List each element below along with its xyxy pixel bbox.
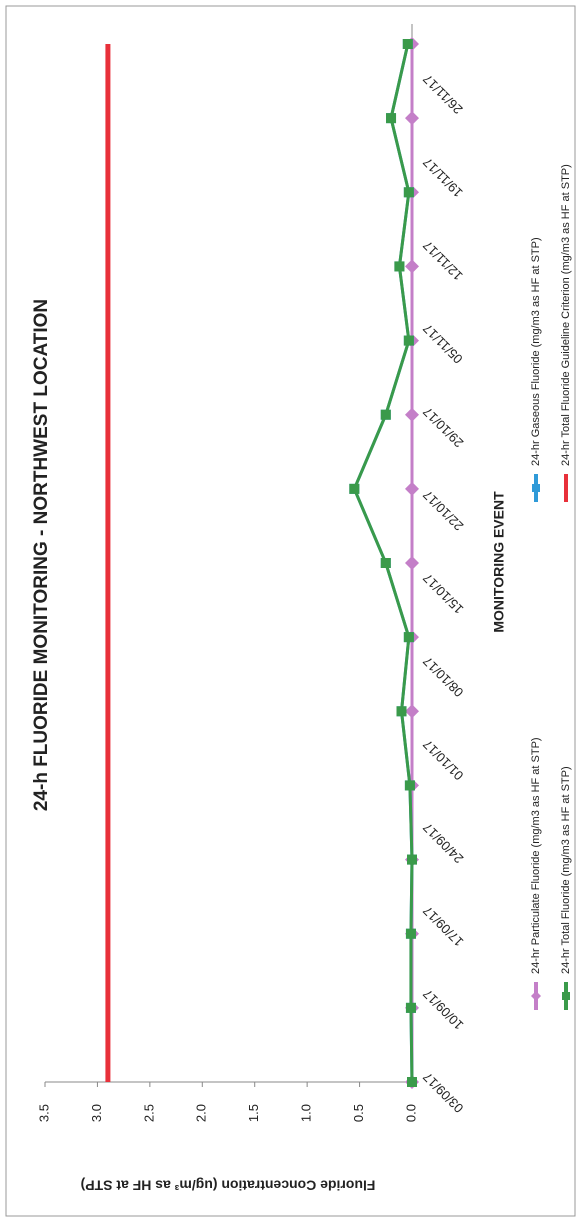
x-tick-label: 12/11/17 [420,238,466,284]
point [403,335,414,346]
point [405,407,419,422]
y-tick-label: 3.5 [36,1104,51,1122]
x-tick-label: 26/11/17 [420,71,466,117]
y-tick-label: 2.5 [141,1104,156,1122]
legend-label: 24-hr Gaseous Fluoride (mg/m3 as HF at S… [530,237,542,466]
legend-marker [531,991,541,1001]
legend-label: 24-hr Total Fluoride Guideline Criterion… [560,164,572,466]
chart-body: 24-h FLUORIDE MONITORING - NORTHWEST LOC… [5,5,576,1217]
point [405,259,419,274]
point [349,483,360,494]
x-tick-label: 05/11/17 [420,321,466,367]
x-tick-label: 03/09/17 [420,1069,466,1115]
point [386,113,397,124]
point [402,39,413,49]
y-tick-label: 2.0 [194,1104,209,1122]
point [407,854,417,865]
point [405,704,419,719]
point [407,1077,417,1087]
legend-marker [562,992,570,1000]
point [403,187,414,198]
x-tick-label: 17/09/17 [420,903,466,949]
point [405,928,416,939]
x-tick-label: 08/10/17 [420,654,466,700]
point [380,409,391,420]
x-tick-label: 22/10/17 [420,487,466,533]
x-tick-label: 15/10/17 [420,570,466,616]
point [403,632,414,643]
x-tick-label: 19/11/17 [420,155,466,201]
point [394,261,405,272]
legend-label: 24-hr Particulate Fluoride (mg/m3 as HF … [530,737,542,974]
y-tick-label: 0.0 [403,1104,418,1122]
x-tick-label: 10/09/17 [420,986,466,1032]
point [405,111,419,126]
point [404,780,415,791]
frame [5,5,576,1217]
point [405,556,419,570]
point [405,1002,416,1013]
y-axis-title: Fluoride Concentration (ug/m³ as HF at S… [81,1177,376,1193]
x-tick-label: 01/10/17 [420,737,466,783]
legend-label: 24-hr Total Fluoride (mg/m3 as HF at STP… [560,766,572,974]
point [396,706,407,717]
x-axis-title: MONITORING EVENT [491,491,507,633]
y-tick-label: 1.5 [246,1104,261,1122]
y-tick-label: 1.0 [299,1104,314,1122]
legend-marker [532,484,540,492]
y-tick-label: 3.0 [89,1104,104,1122]
point [405,481,419,496]
x-tick-label: 29/10/17 [420,404,466,450]
y-tick-label: 0.5 [351,1104,366,1122]
chart-title: 24-h FLUORIDE MONITORING - NORTHWEST LOC… [31,299,52,811]
point [380,558,391,568]
x-tick-label: 24/09/17 [420,820,466,866]
